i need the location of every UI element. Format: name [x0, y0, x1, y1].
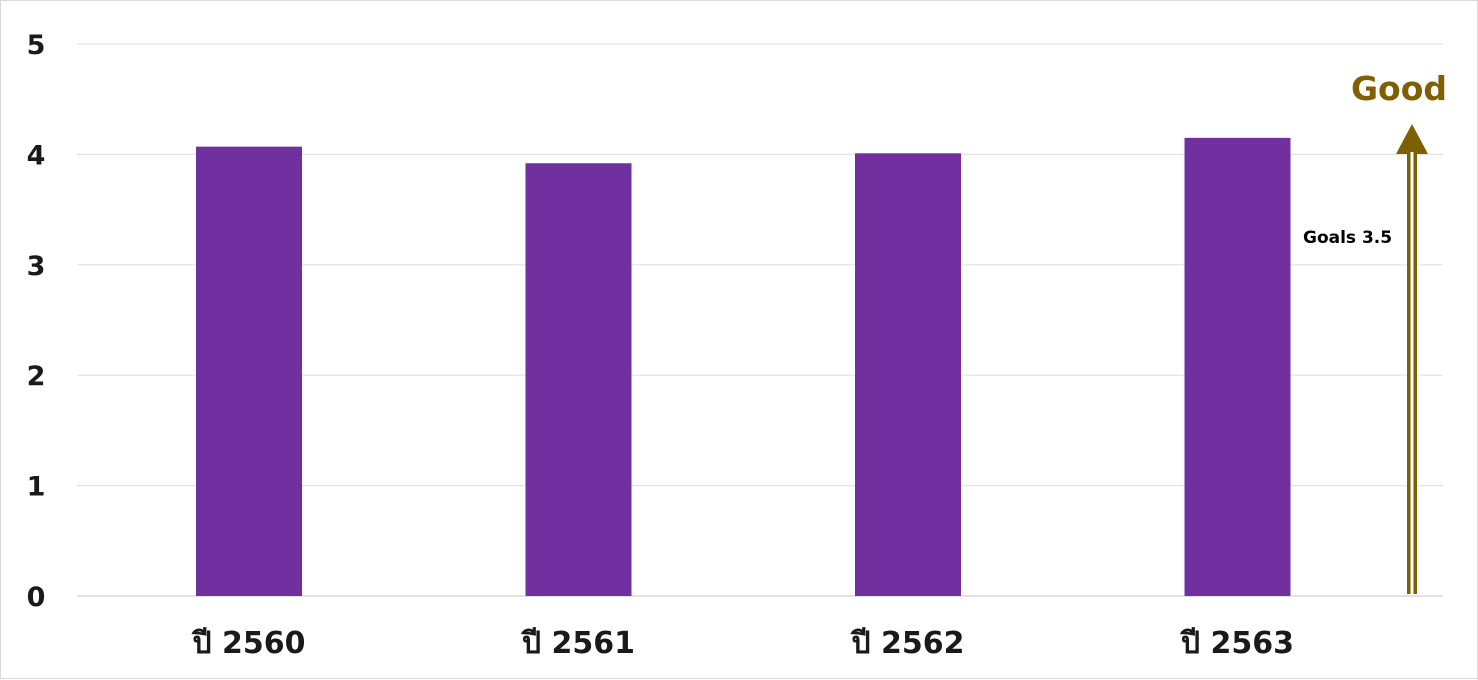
bar	[196, 146, 302, 596]
y-tick-label: 3	[27, 251, 46, 282]
x-category-label: ปี 2562	[850, 626, 965, 661]
x-category-label: ปี 2560	[191, 626, 306, 661]
y-tick-label: 5	[27, 30, 46, 61]
x-category-label: ปี 2561	[520, 626, 635, 661]
good-arrow-head-icon	[1396, 124, 1428, 154]
bars	[196, 137, 1291, 596]
y-tick-label: 1	[27, 472, 46, 503]
y-tick-label: 2	[27, 361, 46, 392]
bar	[1184, 137, 1291, 596]
annotations: Good Goals 3.5	[1303, 69, 1447, 594]
bar	[525, 163, 632, 596]
good-arrow-shaft-highlight	[1410, 152, 1414, 594]
y-tick-label: 4	[27, 140, 46, 171]
x-axis-categories: ปี 2560 ปี 2561 ปี 2562 ปี 2563	[191, 626, 1294, 661]
bar	[855, 153, 961, 596]
y-tick-label: 0	[27, 582, 46, 613]
x-category-label: ปี 2563	[1179, 626, 1294, 661]
goal-label: Goals 3.5	[1303, 228, 1392, 248]
good-arrow-label: Good	[1351, 69, 1447, 108]
y-axis-ticks: 0 1 2 3 4 5	[27, 30, 46, 613]
